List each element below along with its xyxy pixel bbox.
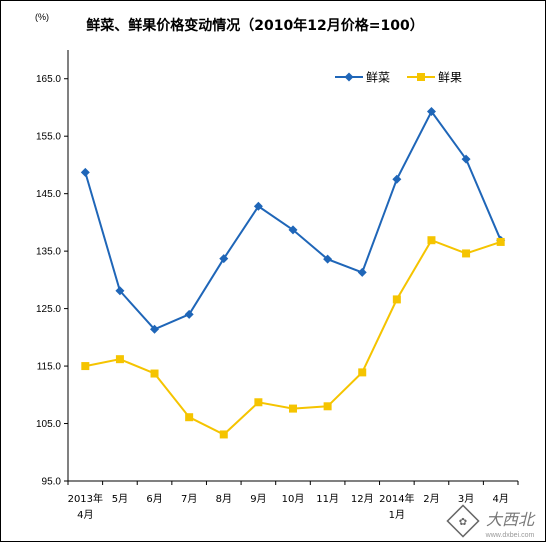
data-point xyxy=(115,355,124,364)
data-point xyxy=(323,402,332,411)
data-point xyxy=(185,413,194,422)
data-point xyxy=(219,430,228,439)
data-point xyxy=(219,254,229,264)
data-point xyxy=(461,154,471,164)
watermark-logo-icon: ✿ xyxy=(446,504,480,538)
x-tick-label: 10月 xyxy=(282,493,305,505)
data-point xyxy=(184,309,194,319)
chart-title: 鲜菜、鲜果价格变动情况（2010年12月价格=100） xyxy=(86,17,423,34)
x-tick-label: 7月 xyxy=(181,493,197,505)
y-tick-label: 145.0 xyxy=(36,189,61,200)
data-point xyxy=(392,295,401,304)
data-point xyxy=(392,174,402,184)
series-lines xyxy=(84,109,502,436)
data-point xyxy=(150,324,160,334)
axes xyxy=(67,50,518,482)
x-tick-label: 6月 xyxy=(146,493,162,505)
watermark-text: 大西北 xyxy=(486,510,536,529)
y-ticks: 95.0 105.0 115.0 125.0 135.0 145.0 155.0 165.0 xyxy=(36,74,68,488)
data-point xyxy=(427,236,436,245)
watermark-url: www.dxbei.com xyxy=(485,532,535,539)
y-tick-label: 155.0 xyxy=(36,132,61,143)
data-point xyxy=(358,368,367,377)
legend-label: 鲜果 xyxy=(438,71,462,85)
data-point xyxy=(80,167,90,177)
data-point xyxy=(150,369,159,378)
x-tick-label: 9月 xyxy=(250,493,266,505)
y-unit-label: (%) xyxy=(35,12,49,22)
series-line-1 xyxy=(84,109,502,331)
x-tick-label: 4月 xyxy=(493,493,509,505)
legend-label: 鲜菜 xyxy=(366,71,390,85)
x-tick-label: 11月 xyxy=(316,493,339,505)
x-tick-label: 1月 xyxy=(389,509,405,521)
data-point xyxy=(462,249,471,258)
data-point xyxy=(254,398,263,407)
y-tick-label: 115.0 xyxy=(37,362,62,373)
y-tick-label: 95.0 xyxy=(42,477,62,488)
x-tick-label: 8月 xyxy=(216,493,232,505)
data-point xyxy=(253,201,263,211)
legend-marker xyxy=(344,72,354,82)
x-tick-label: 2013年 xyxy=(68,492,103,505)
y-tick-label: 125.0 xyxy=(36,304,61,315)
data-point xyxy=(323,254,333,264)
series-markers xyxy=(80,106,506,439)
data-point xyxy=(289,404,297,413)
x-tick-label: 4月 xyxy=(77,509,93,521)
x-tick-label: 2014年 xyxy=(379,492,414,505)
data-point xyxy=(496,237,505,246)
x-tick-label: 12月 xyxy=(351,493,374,505)
legend: 鲜菜 鲜果 xyxy=(335,71,462,85)
legend-marker xyxy=(417,73,425,81)
x-tick-label: 2月 xyxy=(423,493,439,505)
x-ticks: 2013年 4月 5月 6月 7月 8月 9月 10月 11月 12月 2014年 1月 2月 3月 4月 xyxy=(67,481,519,521)
y-tick-label: 135.0 xyxy=(36,247,61,258)
x-tick-label: 3月 xyxy=(458,493,474,505)
data-point xyxy=(115,286,125,296)
data-point xyxy=(288,225,298,235)
data-point xyxy=(426,106,436,116)
svg-text:✿: ✿ xyxy=(459,517,467,528)
data-point xyxy=(81,362,90,371)
watermark: ✿ 大西北 www.dxbei.com xyxy=(446,504,544,540)
data-point xyxy=(357,267,367,277)
y-tick-label: 165.0 xyxy=(36,74,61,85)
y-tick-label: 105.0 xyxy=(36,419,61,430)
x-tick-label: 5月 xyxy=(112,493,128,505)
